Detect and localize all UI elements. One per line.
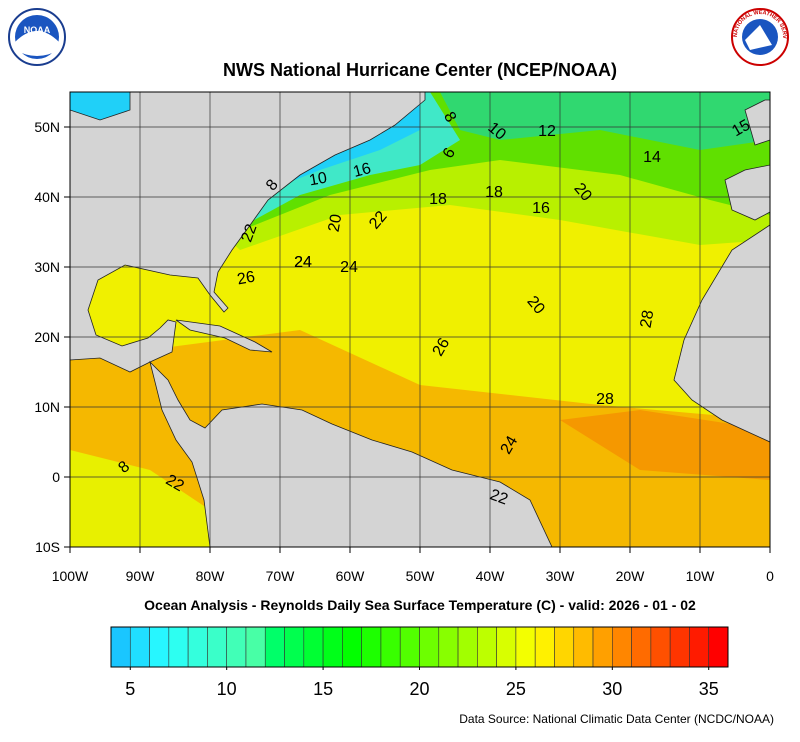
colorbar-cell [612, 626, 632, 668]
colorbar-cell [457, 626, 478, 668]
contour-label: 22 [163, 472, 187, 496]
contour-label: 26 [236, 269, 257, 289]
colorbar-label: 5 [125, 679, 135, 699]
lon-label: 90W [126, 568, 156, 584]
lat-label: 40N [34, 189, 60, 205]
colorbar-cell [226, 626, 247, 668]
colorbar-label: 20 [409, 679, 429, 699]
contour-label: 24 [294, 254, 312, 271]
noaa-logo: NOAA [8, 8, 66, 66]
colorbar-cell [284, 626, 305, 668]
contour-label: 22 [488, 486, 511, 508]
colorbar-cell [361, 626, 382, 668]
colorbar-cell [708, 626, 729, 668]
source: Data Source: National Climatic Data Cent… [459, 712, 774, 726]
colorbar-label: 15 [313, 679, 333, 699]
noaa-text: NOAA [24, 25, 51, 35]
teal-band [440, 92, 770, 150]
nws-logo: NATIONAL WEATHER SERVICE [0, 0, 789, 66]
colorbar-cell [592, 626, 613, 668]
title: NWS National Hurricane Center (NCEP/NOAA… [223, 60, 617, 80]
lon-label: 30W [546, 568, 576, 584]
colorbar: 5 10 15 20 25 30 35 [110, 626, 729, 699]
lat-label: 0 [52, 469, 60, 485]
colorbar-cell [380, 626, 401, 668]
colorbar-cell [554, 626, 575, 668]
nws-text: NATIONAL WEATHER SERVICE [0, 0, 787, 39]
lon-label: 40W [476, 568, 506, 584]
contour-label: 18 [485, 184, 503, 201]
contour-label: 10 [308, 170, 329, 190]
colorbar-label: 35 [699, 679, 719, 699]
land [70, 92, 770, 547]
grid [70, 92, 770, 548]
colorbar-cell [650, 626, 671, 668]
contour-label: 22 [238, 222, 260, 245]
north-america [70, 92, 426, 373]
south-america [149, 360, 553, 547]
colorbar-cell [264, 626, 285, 668]
cuba [175, 319, 273, 353]
colorbar-cell [669, 626, 690, 668]
contour-label: 28 [638, 309, 658, 330]
lon-label: 20W [616, 568, 646, 584]
iberia [724, 164, 770, 221]
colorbar-cell [496, 626, 517, 668]
lon-label: 100W [52, 568, 89, 584]
contour-label: 15 [729, 117, 753, 141]
contour-label: 24 [340, 259, 358, 276]
nws-text-path: NATIONAL WEATHER SERVICE [0, 0, 787, 39]
hudson-bay [70, 92, 131, 121]
warm-core [560, 410, 770, 480]
colorbar-cell [342, 626, 362, 668]
lat-label: 20N [34, 329, 60, 345]
colorbar-cell [129, 626, 150, 668]
colorbar-cell [168, 626, 189, 668]
lat-label: 50N [34, 119, 60, 135]
colorbar-cell [149, 626, 170, 668]
colorbar-cell [207, 626, 227, 668]
lon-label: 0 [766, 568, 774, 584]
contour-label: 24 [498, 433, 522, 457]
lat-label: 30N [34, 259, 60, 275]
caption: Ocean Analysis - Reynolds Daily Sea Surf… [144, 597, 696, 613]
contour-label: 12 [538, 123, 556, 140]
colorbar-cell [303, 626, 324, 668]
axes: 50N 40N 30N 20N 10N 0 10S 100W 90W 80W 70W 60W 50W 40… [34, 119, 774, 584]
colorbar-label: 10 [217, 679, 237, 699]
lat-label: 10N [34, 399, 60, 415]
lon-label: 60W [336, 568, 366, 584]
lon-label: 10W [686, 568, 716, 584]
colorbar-cell [573, 626, 594, 668]
contour-label: 24 [294, 254, 312, 271]
colorbar-cell [438, 626, 459, 668]
colorbar-cell [399, 626, 420, 668]
british-isles [744, 99, 770, 146]
colorbar-cell [515, 626, 536, 668]
contour-label: 20 [326, 213, 346, 234]
colorbar-cell [631, 626, 652, 668]
lon-label: 80W [196, 568, 226, 584]
contour-label: 16 [351, 160, 373, 181]
lon-label: 70W [266, 568, 296, 584]
lon-label: 50W [406, 568, 436, 584]
colorbar-cell [110, 626, 131, 668]
colorbar-label: 25 [506, 679, 526, 699]
colorbar-cell [187, 626, 208, 668]
contour-label: 14 [643, 149, 661, 166]
colorbar-cell [689, 626, 710, 668]
colorbar-cell [245, 626, 266, 668]
colorbar-cell [419, 626, 440, 668]
contour-label: 18 [429, 191, 447, 208]
contour-label: 26 [430, 335, 454, 359]
colorbar-label: 30 [602, 679, 622, 699]
contour-label: 28 [596, 391, 614, 408]
contour-label: 16 [532, 200, 550, 217]
colorbar-cell [322, 626, 343, 668]
colorbar-cell [477, 626, 497, 668]
lat-label: 10S [35, 539, 60, 555]
colorbar-cell [534, 626, 555, 668]
